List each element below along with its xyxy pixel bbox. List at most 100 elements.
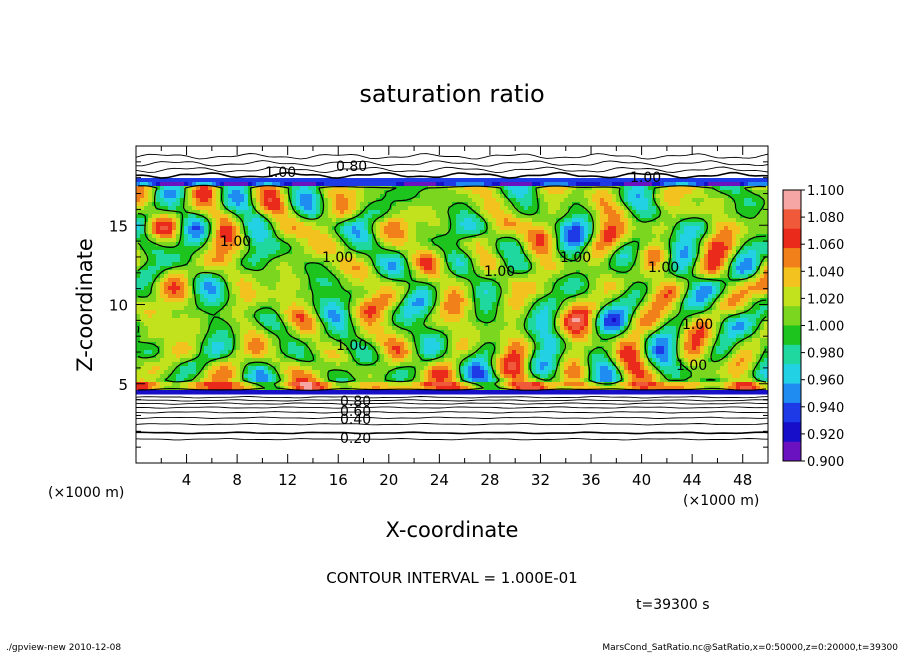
field-cell xyxy=(400,246,405,251)
field-cell xyxy=(528,250,533,255)
field-cell xyxy=(696,210,701,215)
field-cell xyxy=(192,178,197,183)
field-cell xyxy=(748,226,753,231)
field-cell xyxy=(160,258,165,263)
field-cell xyxy=(240,210,245,215)
field-cell xyxy=(236,250,241,255)
field-cell xyxy=(440,274,445,279)
field-cell xyxy=(172,250,177,255)
field-cell xyxy=(532,238,537,243)
field-cell xyxy=(304,194,309,199)
field-cell xyxy=(716,298,721,303)
field-cell xyxy=(192,282,197,287)
field-cell xyxy=(360,298,365,303)
field-cell xyxy=(764,218,768,223)
field-cell xyxy=(700,202,705,207)
field-cell xyxy=(744,262,749,267)
field-cell xyxy=(632,254,637,259)
field-cell xyxy=(644,298,649,303)
field-cell xyxy=(248,178,253,183)
field-cell xyxy=(404,214,409,219)
field-cell xyxy=(596,182,601,187)
field-cell xyxy=(592,186,597,191)
field-cell xyxy=(412,186,417,191)
field-cell xyxy=(432,234,437,239)
field-cell xyxy=(412,190,417,195)
field-cell xyxy=(552,242,557,247)
field-cell xyxy=(232,274,237,279)
field-cell xyxy=(284,206,289,211)
field-cell xyxy=(260,274,265,279)
field-cell xyxy=(336,210,341,215)
field-cell xyxy=(552,186,557,191)
field-cell xyxy=(152,206,157,211)
field-cell xyxy=(460,218,465,223)
field-cell xyxy=(712,190,717,195)
field-cell xyxy=(620,230,625,235)
field-cell xyxy=(540,270,545,275)
field-cell xyxy=(300,210,305,215)
field-cell xyxy=(248,218,253,223)
field-cell xyxy=(500,254,505,259)
field-cell xyxy=(556,294,561,299)
field-cell xyxy=(324,202,329,207)
field-cell xyxy=(348,262,353,267)
field-cell xyxy=(316,266,321,271)
field-cell xyxy=(332,206,337,211)
field-cell xyxy=(232,258,237,263)
field-cell xyxy=(428,302,433,307)
field-cell xyxy=(680,226,685,231)
field-cell xyxy=(300,202,305,207)
field-cell xyxy=(496,178,501,183)
field-cell xyxy=(424,206,429,211)
field-cell xyxy=(564,202,569,207)
field-cell xyxy=(176,202,181,207)
field-cell xyxy=(468,186,473,191)
field-cell xyxy=(176,218,181,223)
field-cell xyxy=(328,178,333,183)
field-cell xyxy=(284,298,289,303)
field-cell xyxy=(160,278,165,283)
field-cell xyxy=(208,194,213,199)
field-cell xyxy=(356,262,361,267)
field-cell xyxy=(692,250,697,255)
field-cell xyxy=(652,270,657,275)
field-cell xyxy=(236,226,241,231)
field-cell xyxy=(272,178,277,183)
field-cell xyxy=(592,270,597,275)
field-cell xyxy=(764,210,768,215)
field-cell xyxy=(268,190,273,195)
field-cell xyxy=(144,178,149,183)
field-cell xyxy=(196,186,201,191)
field-cell xyxy=(548,210,553,215)
field-cell xyxy=(224,194,229,199)
field-cell xyxy=(424,270,429,275)
field-cell xyxy=(404,282,409,287)
field-cell xyxy=(700,250,705,255)
field-cell xyxy=(412,202,417,207)
field-cell xyxy=(488,202,493,207)
field-cell xyxy=(540,222,545,227)
field-cell xyxy=(364,254,369,259)
field-cell xyxy=(256,226,261,231)
field-cell xyxy=(196,198,201,203)
field-cell xyxy=(320,222,325,227)
field-cell xyxy=(292,242,297,247)
field-cell xyxy=(556,226,561,231)
field-cell xyxy=(196,298,201,303)
field-cell xyxy=(460,214,465,219)
field-cell xyxy=(732,230,737,235)
field-cell xyxy=(756,230,761,235)
field-cell xyxy=(580,258,585,263)
field-cell xyxy=(180,302,185,307)
field-cell xyxy=(644,242,649,247)
field-cell xyxy=(520,278,525,283)
field-cell xyxy=(500,290,505,295)
field-cell xyxy=(364,198,369,203)
field-cell xyxy=(616,266,621,271)
field-cell xyxy=(688,254,693,259)
field-cell xyxy=(328,202,333,207)
field-cell xyxy=(440,282,445,287)
field-cell xyxy=(656,250,661,255)
field-cell xyxy=(424,258,429,263)
